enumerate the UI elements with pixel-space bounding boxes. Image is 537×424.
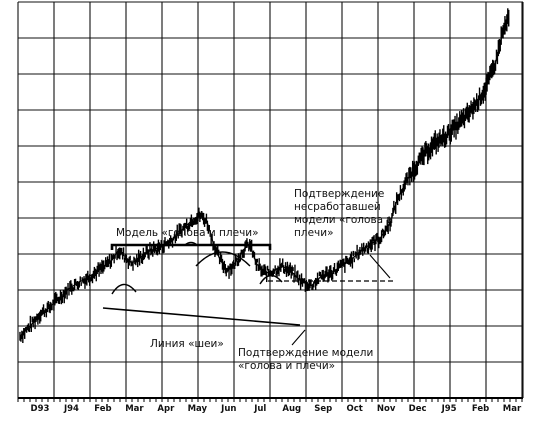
annotation-line: Модель «голова и плечи»	[116, 227, 259, 239]
head-arc	[195, 251, 251, 267]
x-tick-label: Sep	[314, 404, 332, 414]
annotation-line: Линия «шеи»	[150, 338, 224, 350]
x-tick-label: Mar	[125, 404, 144, 414]
right-shoulder-arc	[259, 274, 283, 285]
annotation-neckline: Линия «шеи»	[150, 338, 224, 350]
x-tick-label: Aug	[282, 404, 301, 414]
annotations: Модель «голова и плечи» Линия «шеи» Подтве…	[102, 188, 394, 372]
annotation-confirm-failed: Подтверждение несработавшей модели «голова…	[294, 188, 393, 239]
annotation-line: «голова и плечи»	[238, 360, 335, 372]
grid	[17, 1, 524, 399]
price-line	[19, 17, 510, 337]
pattern-bracket	[110, 243, 272, 250]
annotation-line: плечи»	[294, 227, 334, 239]
x-tick-label: Apr	[157, 404, 175, 414]
x-tick-label: J94	[63, 404, 79, 414]
neckline	[102, 307, 301, 326]
x-tick-label: Oct	[347, 404, 363, 414]
annotation-confirm-hs: Подтверждение модели «голова и плечи»	[238, 347, 373, 372]
x-tick-label: Nov	[377, 404, 396, 414]
x-tick-label: Feb	[472, 404, 489, 414]
x-tick-label: Dec	[409, 404, 427, 414]
failed-confirm-pointer	[369, 254, 391, 279]
annotation-line: Подтверждение модели	[238, 347, 373, 359]
x-tick-label: Jun	[220, 404, 236, 414]
pattern-bracket-notch	[184, 241, 198, 246]
price-series	[19, 8, 510, 344]
x-tick-label: Feb	[94, 404, 111, 414]
annotation-line: несработавшей	[294, 201, 381, 213]
confirm-pointer	[291, 329, 306, 346]
left-shoulder-arc	[111, 283, 137, 295]
x-tick-label: D93	[31, 404, 50, 414]
annotation-line: модели «голова и	[294, 214, 393, 226]
annotation-line: Подтверждение	[294, 188, 384, 200]
x-tick-label: May	[188, 404, 208, 414]
annotation-hs-model: Модель «голова и плечи»	[116, 227, 259, 239]
axes	[17, 397, 523, 402]
x-tick-labels: D93 J94 Feb Mar Apr May Jun Jul Aug Sep Oct Nov Dec J…	[31, 404, 522, 414]
x-tick-label: Mar	[503, 404, 522, 414]
x-tick-label: J95	[441, 404, 457, 414]
x-tick-label: Jul	[253, 404, 266, 414]
